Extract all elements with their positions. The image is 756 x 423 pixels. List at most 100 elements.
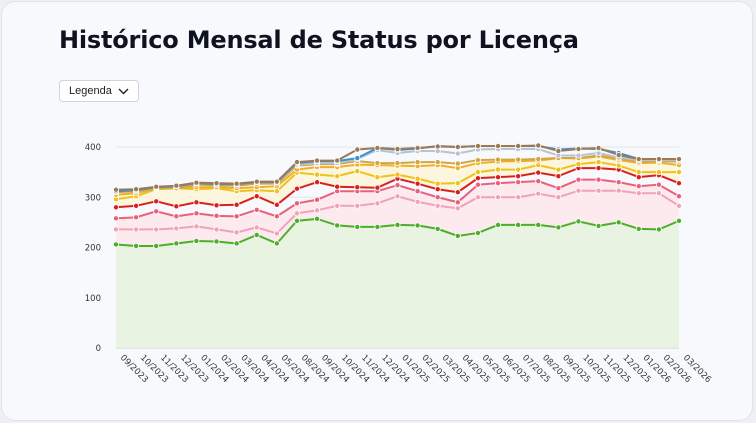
series-1-point	[595, 187, 602, 194]
series-3-point	[354, 184, 361, 191]
series-4-point	[515, 166, 522, 173]
series-1-point	[133, 226, 140, 233]
series-2-point	[233, 213, 240, 220]
series-3-point	[253, 193, 260, 200]
series-2-point	[555, 185, 562, 192]
series-9-point	[535, 142, 542, 149]
series-4-point	[635, 169, 642, 176]
series-1-point	[394, 193, 401, 200]
series-2-point	[474, 181, 481, 188]
series-2-point	[515, 179, 522, 186]
series-0-point	[575, 218, 582, 225]
series-9-point	[113, 186, 120, 193]
series-7-point	[575, 152, 582, 159]
series-9-point	[454, 143, 461, 150]
series-1-point	[535, 190, 542, 197]
series-2-point	[595, 176, 602, 183]
series-3-point	[434, 186, 441, 193]
series-4-point	[474, 169, 481, 176]
series-3-point	[233, 201, 240, 208]
series-0-point	[113, 241, 120, 248]
series-4-point	[334, 173, 341, 180]
series-4-point	[354, 168, 361, 175]
series-0-point	[676, 217, 683, 224]
series-9-point	[253, 178, 260, 185]
series-2-point	[394, 182, 401, 189]
series-1-point	[314, 207, 321, 214]
series-0-point	[354, 223, 361, 230]
y-tick-label: 100	[85, 294, 101, 304]
series-3-point	[555, 173, 562, 180]
series-2-point	[193, 210, 200, 217]
series-2-point	[615, 179, 622, 186]
series-0-point	[555, 224, 562, 231]
series-0-point	[474, 229, 481, 236]
y-tick-label: 200	[85, 244, 101, 254]
series-3-point	[113, 204, 120, 211]
series-0-point	[535, 221, 542, 228]
series-3-point	[193, 199, 200, 206]
series-0-point	[233, 240, 240, 247]
series-9-point	[293, 159, 300, 166]
series-6-point	[495, 156, 502, 163]
series-0-point	[334, 222, 341, 229]
series-3-point	[515, 173, 522, 180]
series-0-point	[515, 221, 522, 228]
series-3-point	[374, 184, 381, 191]
series-2-point	[676, 193, 683, 200]
series-1-point	[575, 187, 582, 194]
series-1-point	[213, 226, 220, 233]
series-0-point	[394, 221, 401, 228]
series-9-point	[655, 156, 662, 163]
series-3-point	[293, 185, 300, 192]
series-1-point	[655, 190, 662, 197]
series-4-point	[434, 180, 441, 187]
series-4-point	[615, 162, 622, 169]
series-2-point	[535, 178, 542, 185]
series-2-point	[213, 212, 220, 219]
series-3-point	[535, 169, 542, 176]
series-1-point	[334, 202, 341, 209]
y-tick-label: 400	[85, 143, 101, 153]
series-0-point	[495, 221, 502, 228]
series-2-point	[113, 215, 120, 222]
series-9-point	[676, 156, 683, 163]
series-0-point	[173, 240, 180, 247]
series-6-point	[434, 159, 441, 166]
legend-dropdown-button[interactable]: Legenda	[59, 80, 139, 102]
series-6-point	[454, 160, 461, 167]
series-3-point	[474, 175, 481, 182]
series-6-point	[414, 159, 421, 166]
series-0-point	[374, 223, 381, 230]
series-1-point	[414, 198, 421, 205]
series-4-point	[575, 161, 582, 168]
series-0-point	[635, 225, 642, 232]
series-9-point	[595, 145, 602, 152]
series-1-point	[173, 225, 180, 232]
series-7-point	[454, 150, 461, 157]
series-4-point	[414, 175, 421, 182]
series-0-point	[615, 219, 622, 226]
series-0-point	[253, 231, 260, 238]
series-2-point	[133, 214, 140, 221]
series-0-point	[293, 217, 300, 224]
series-9-point	[153, 183, 160, 190]
series-3-point	[213, 202, 220, 209]
series-1-point	[153, 226, 160, 233]
series-2-point	[575, 176, 582, 183]
series-0-point	[213, 238, 220, 245]
series-0-point	[414, 222, 421, 229]
series-3-point	[314, 179, 321, 186]
series-1-point	[515, 194, 522, 201]
series-9-point	[495, 142, 502, 149]
series-1-point	[374, 200, 381, 207]
series-4-point	[595, 159, 602, 166]
series-1-point	[233, 229, 240, 236]
series-1-point	[676, 202, 683, 209]
series-area-0	[116, 218, 679, 348]
series-2-point	[314, 196, 321, 203]
series-9-point	[615, 152, 622, 159]
series-4-point	[495, 166, 502, 173]
legend-button-label: Legenda	[69, 85, 112, 97]
